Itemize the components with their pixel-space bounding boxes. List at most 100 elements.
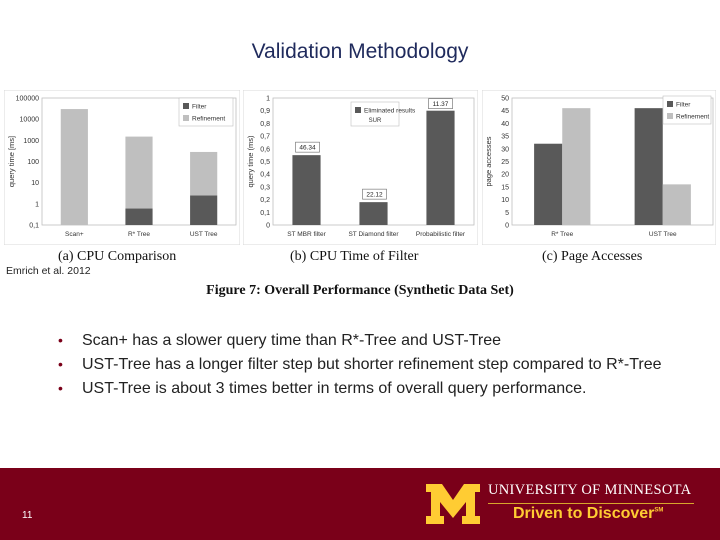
bar-segment: [125, 208, 153, 225]
bullet-list: • Scan+ has a slower query time than R*-T…: [58, 330, 678, 402]
y-tick-label: 0,6: [260, 146, 270, 153]
x-tick-label: UST Tree: [649, 231, 677, 238]
legend-label: Filter: [676, 102, 691, 109]
y-axis-label: query time [ms]: [7, 136, 16, 187]
bullet-icon: •: [58, 332, 63, 348]
figure-caption: Figure 7: Overall Performance (Synthetic…: [206, 283, 514, 298]
page-number: 11: [22, 510, 33, 521]
subcaption-c: (c) Page Accesses: [542, 249, 643, 264]
y-axis-label: page accesses: [484, 136, 493, 186]
y-tick-label: 0,1: [260, 210, 270, 217]
data-label-box: [362, 188, 387, 200]
legend-swatch: [183, 115, 189, 121]
legend-label: Eliminated results: [364, 108, 416, 115]
source-credit: Emrich et al. 2012: [6, 265, 91, 277]
y-tick-label: 0,2: [260, 197, 270, 204]
y-tick-label: 1: [266, 96, 270, 103]
bullet-text: UST-Tree has a longer filter step but sh…: [82, 356, 662, 373]
legend-sub-label: SUR: [369, 118, 382, 124]
chart-filter-time: 1 0,9 0,8 0,7 0,6 0,5 0,4 0,3 0,2 0,1 0 query time …: [243, 90, 478, 245]
bar-segment: [125, 136, 153, 209]
y-tick-label: 35: [501, 134, 509, 141]
slide-title: Validation Methodology: [251, 40, 469, 63]
bar-segment: [190, 195, 218, 225]
x-tick-label: Scan+: [65, 231, 84, 238]
bar: [534, 143, 563, 225]
chart-cpu-comparison: 100000 10000 1000 100 10 1 0,1 query time [ms] S…: [4, 90, 240, 245]
chart-filter-time-svg: 1 0,9 0,8 0,7 0,6 0,5 0,4 0,3 0,2 0,1 0 query time …: [243, 90, 478, 245]
bar: [292, 155, 321, 225]
bullet-item: • UST-Tree has a longer filter step but s…: [58, 354, 678, 375]
bullet-icon: •: [58, 380, 63, 396]
chart-page-accesses: 50 45 40 35 30 25 20 15 10 5 0 page accesses R* Tree…: [482, 90, 716, 245]
y-tick-label: 0,1: [29, 223, 39, 230]
university-name: UNIVERSITY OF MINNESOTA: [488, 482, 692, 498]
data-label: 11.37: [433, 101, 449, 108]
x-tick-label: Probabilistic filter: [416, 231, 466, 238]
bar: [562, 108, 591, 225]
data-label-box: [428, 98, 453, 109]
y-tick-label: 0: [505, 223, 509, 230]
footer-divider: [488, 503, 694, 504]
x-tick-label: ST MBR filter: [287, 231, 326, 238]
y-tick-label: 0: [266, 223, 270, 230]
bar: [662, 184, 691, 225]
legend-box: [350, 101, 400, 127]
legend-swatch: [667, 101, 673, 107]
y-tick-label: 0,3: [260, 184, 270, 191]
legend-swatch: [183, 103, 189, 109]
legend-swatch: [355, 107, 361, 113]
legend-label: Refinement: [192, 116, 225, 123]
y-tick-label: 0,5: [260, 159, 270, 166]
y-tick-label: 10: [31, 180, 39, 187]
y-tick-label: 15: [501, 184, 509, 191]
legend-box: [178, 97, 234, 127]
chart-cpu-comparison-svg: 100000 10000 1000 100 10 1 0,1 query time [ms] S…: [4, 90, 240, 245]
bullet-text: Scan+ has a slower query time than R*-Tr…: [82, 332, 501, 349]
subcaption-b: (b) CPU Time of Filter: [290, 249, 419, 264]
bullet-item: • UST-Tree is about 3 times better in ter…: [58, 378, 678, 399]
y-tick-label: 100000: [16, 96, 39, 103]
bar: [359, 202, 388, 225]
tagline-text: Driven to Discover: [513, 505, 655, 522]
bullet-text: UST-Tree is about 3 times better in term…: [82, 380, 587, 397]
y-tick-label: 10: [501, 197, 509, 204]
y-tick-label: 0,8: [260, 121, 270, 128]
y-tick-label: 5: [505, 210, 509, 217]
y-tick-label: 40: [501, 121, 509, 128]
x-tick-label: ST Diamond filter: [348, 231, 399, 238]
y-tick-label: 0,7: [260, 134, 270, 141]
y-tick-label: 30: [501, 146, 509, 153]
y-tick-label: 1000: [23, 138, 39, 145]
bullet-icon: •: [58, 356, 63, 372]
y-tick-label: 0,4: [260, 172, 270, 179]
tagline: Driven to DiscoverSM: [513, 505, 663, 523]
bar: [634, 108, 663, 225]
subcaption-a: (a) CPU Comparison: [58, 249, 177, 264]
x-tick-label: R* Tree: [128, 231, 150, 238]
x-tick-label: R* Tree: [551, 231, 573, 238]
data-label: 22.12: [366, 192, 383, 199]
legend-swatch: [667, 113, 673, 119]
y-tick-label: 100: [27, 159, 39, 166]
legend-label: Refinement: [676, 114, 709, 121]
y-tick-label: 20: [501, 172, 509, 179]
tagline-mark: SM: [654, 507, 664, 514]
y-tick-label: 45: [501, 108, 509, 115]
x-tick-label: UST Tree: [190, 231, 218, 238]
y-tick-label: 0,9: [260, 108, 270, 115]
y-tick-label: 1: [35, 201, 39, 208]
legend-box: [662, 95, 712, 125]
university-m-logo-icon: [426, 484, 480, 524]
y-tick-label: 25: [501, 159, 509, 166]
bar: [426, 110, 455, 225]
footer-bar: 11 UNIVERSITY OF MINNESOTA Driven to Dis…: [0, 468, 720, 540]
legend-label: Filter: [192, 104, 207, 111]
y-tick-label: 50: [501, 96, 509, 103]
bar-segment: [60, 109, 88, 225]
data-label: 46.34: [299, 145, 316, 152]
data-label-box: [295, 141, 320, 153]
y-axis-label: query time (ms): [246, 135, 255, 188]
bar-segment: [190, 151, 218, 196]
